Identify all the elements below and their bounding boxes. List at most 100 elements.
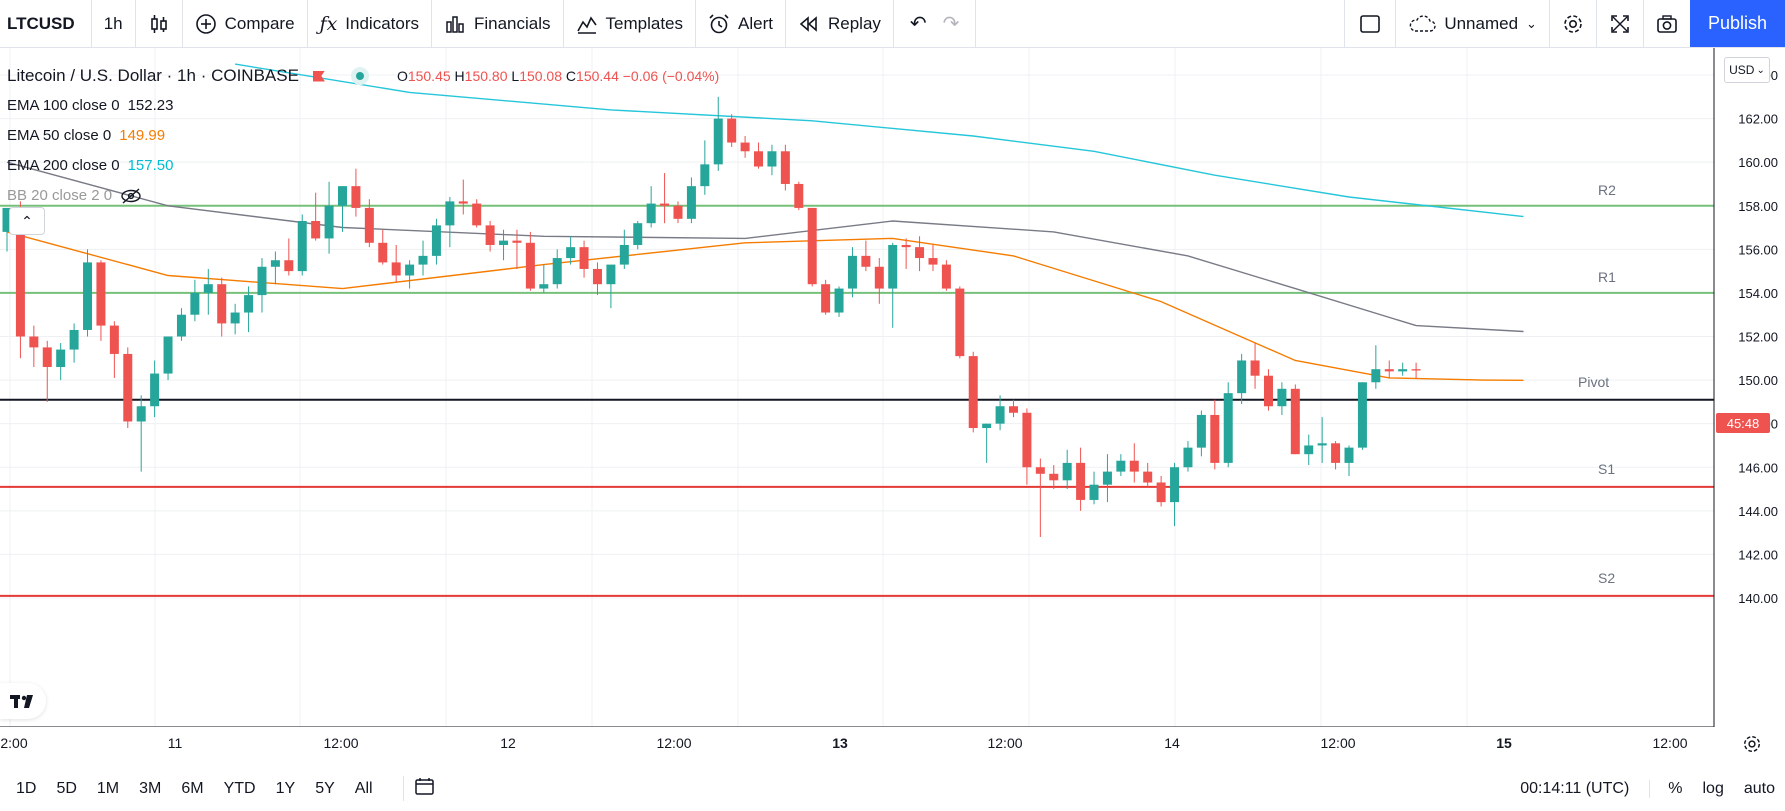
candle — [1237, 353, 1247, 405]
range-5d[interactable]: 5D — [56, 779, 77, 797]
candle-body — [1102, 471, 1112, 485]
settings-button[interactable] — [1550, 0, 1597, 47]
candle — [1371, 345, 1381, 389]
candle — [861, 240, 871, 272]
layout-name-button[interactable]: Unnamed ⌄ — [1396, 0, 1550, 47]
log-toggle[interactable]: log — [1702, 779, 1724, 797]
candle — [244, 286, 254, 333]
study-ema50[interactable]: EMA 50 close 0 149.99 — [7, 121, 719, 151]
eye-hidden-icon[interactable] — [120, 188, 142, 204]
candle-body — [1290, 388, 1300, 455]
candle — [83, 249, 93, 337]
layout-select-button[interactable] — [1344, 0, 1397, 47]
candle — [512, 229, 522, 269]
candle-body — [203, 284, 213, 293]
utc-clock[interactable]: 00:14:11 (UTC) — [1510, 779, 1651, 798]
market-status-icon[interactable] — [350, 67, 369, 85]
candle-body — [955, 288, 965, 357]
candle-body — [700, 164, 710, 187]
price-tick-label: 142.00 — [1738, 547, 1778, 562]
candle — [324, 181, 334, 254]
candle-body — [284, 260, 294, 272]
axis-settings-button[interactable] — [1738, 730, 1766, 758]
auto-toggle[interactable]: auto — [1743, 779, 1775, 797]
range-1y[interactable]: 1Y — [275, 779, 296, 797]
study-value: 152.23 — [127, 97, 174, 114]
templates-button[interactable]: Templates — [564, 0, 697, 47]
redo-button[interactable]: ↷ — [935, 0, 977, 47]
symbol-search-button[interactable]: LTCUSD — [0, 0, 92, 47]
interval-button[interactable]: 1h — [92, 0, 136, 47]
percent-toggle[interactable]: % — [1668, 779, 1683, 797]
candle-body — [405, 264, 415, 276]
candle-body — [69, 329, 79, 350]
candle — [1357, 382, 1367, 450]
candle — [150, 360, 160, 418]
range-1d[interactable]: 1D — [16, 779, 37, 797]
candle — [566, 236, 576, 265]
candle-body — [512, 240, 522, 243]
candle-body — [1398, 369, 1408, 372]
price-chart[interactable]: 164.00162.00160.00158.00156.00154.00152.… — [0, 48, 1785, 727]
undo-button[interactable]: ↶ — [894, 0, 935, 47]
candle — [1331, 441, 1341, 470]
currency-select[interactable]: USD ⌄ — [1724, 57, 1770, 83]
flag-icon[interactable] — [312, 70, 325, 82]
candle — [1129, 443, 1139, 483]
candle-body — [982, 423, 992, 429]
candle-body — [96, 262, 106, 326]
time-tick-label: 12:00 — [1320, 735, 1356, 751]
candle-body — [1263, 375, 1273, 407]
replay-button[interactable]: Replay — [786, 0, 894, 47]
study-ema200[interactable]: EMA 200 close 0 157.50 — [7, 151, 719, 181]
candle — [284, 238, 294, 276]
redo-icon: ↷ — [942, 13, 960, 35]
candle — [485, 221, 495, 252]
candle-body — [1277, 388, 1287, 407]
snapshot-button[interactable] — [1644, 0, 1690, 47]
legend-title[interactable]: Litecoin / U.S. Dollar · 1h · COINBASE — [7, 66, 299, 85]
pivot-label-s2: S2 — [1598, 569, 1616, 586]
candle-body — [56, 349, 66, 368]
candle — [579, 240, 589, 278]
collapse-legend-button[interactable]: ⌃ — [9, 207, 45, 235]
candle-body — [1250, 360, 1260, 376]
range-5y[interactable]: 5Y — [315, 779, 335, 797]
compare-button[interactable]: Compare — [183, 0, 308, 47]
publish-button[interactable]: Publish — [1689, 0, 1785, 47]
candle-body — [673, 205, 683, 219]
candles-icon — [150, 14, 167, 33]
candle-body — [847, 255, 857, 289]
financials-button[interactable]: Financials — [432, 0, 564, 47]
candle-body — [1129, 460, 1139, 472]
calendar-icon — [414, 778, 434, 795]
study-ema100[interactable]: EMA 100 close 0 152.23 — [7, 91, 719, 121]
candle — [539, 264, 549, 293]
alarm-clock-icon — [709, 13, 729, 33]
goto-date-button[interactable] — [402, 776, 446, 801]
candle — [311, 192, 321, 241]
candle-body — [660, 203, 670, 206]
candle — [109, 321, 119, 378]
candle — [1035, 458, 1045, 537]
range-6m[interactable]: 6M — [181, 779, 204, 797]
candle — [230, 303, 240, 335]
fx-icon: ƒx — [319, 12, 338, 35]
candle — [42, 340, 52, 402]
study-bb[interactable]: BB 20 close 2 0 — [7, 181, 719, 211]
indicators-button[interactable]: ƒx Indicators — [308, 0, 432, 47]
ema-line-200 — [234, 63, 1524, 218]
range-1m[interactable]: 1M — [96, 779, 120, 797]
fullscreen-button[interactable] — [1597, 0, 1644, 47]
chart-type-button[interactable] — [136, 0, 183, 47]
study-value: 149.99 — [119, 127, 166, 144]
candle — [633, 221, 643, 250]
ohlc-values: O150.45 H150.80 L150.08 C150.44 −0.06 (−… — [396, 68, 720, 84]
range-3m[interactable]: 3M — [139, 779, 162, 797]
candle — [1049, 465, 1059, 490]
tradingview-logo[interactable] — [0, 683, 46, 719]
alert-button[interactable]: Alert — [696, 0, 786, 47]
candle-body — [1371, 369, 1381, 383]
range-all[interactable]: All — [354, 779, 373, 797]
range-ytd[interactable]: YTD — [223, 779, 256, 797]
